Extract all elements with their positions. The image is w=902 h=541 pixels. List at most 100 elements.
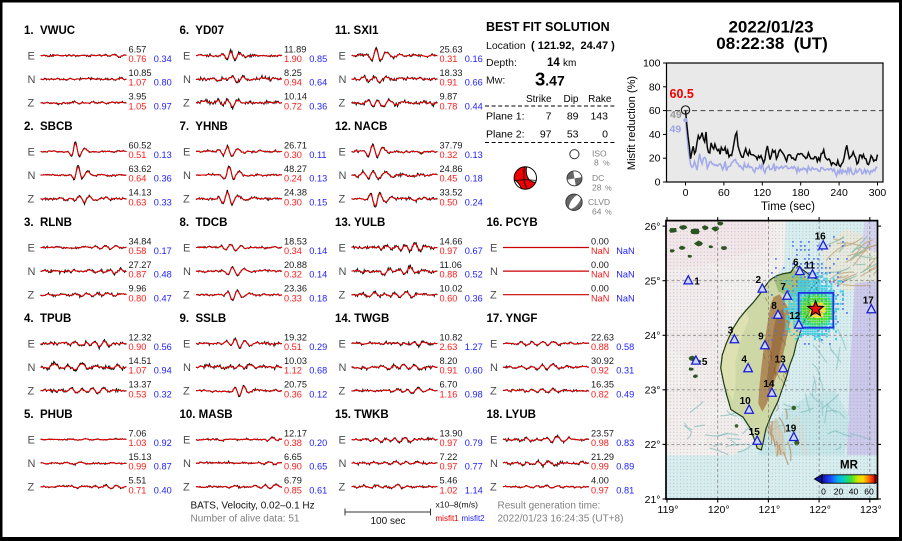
svg-text:0.88: 0.88: [591, 342, 609, 352]
svg-text:Z: Z: [28, 386, 35, 398]
svg-text:9. SSLB: 9. SSLB: [180, 313, 227, 325]
svg-text:89: 89: [567, 111, 579, 123]
svg-text:7.22: 7.22: [440, 452, 458, 462]
svg-text:0.36: 0.36: [465, 293, 483, 303]
svg-text:0.89: 0.89: [616, 462, 634, 472]
svg-text:0.17: 0.17: [154, 246, 172, 256]
svg-text:240: 240: [830, 187, 848, 199]
svg-text:19.32: 19.32: [284, 332, 307, 342]
svg-text:12: 12: [789, 311, 801, 322]
svg-text:40: 40: [849, 487, 859, 497]
svg-text:1.03: 1.03: [129, 438, 147, 448]
svg-text:0.78: 0.78: [440, 101, 458, 111]
svg-text:14.51: 14.51: [129, 356, 152, 366]
svg-text:0.87: 0.87: [129, 270, 147, 280]
svg-text:Z: Z: [183, 98, 190, 110]
svg-text:1: 1: [694, 277, 700, 288]
svg-text:N: N: [339, 74, 347, 86]
svg-text:0.80: 0.80: [129, 293, 147, 303]
svg-text:5: 5: [702, 357, 708, 368]
svg-text:26°: 26°: [645, 221, 661, 233]
svg-text:Z: Z: [339, 290, 346, 302]
svg-text:E: E: [490, 339, 497, 351]
svg-text:0.79: 0.79: [465, 438, 483, 448]
svg-text:24.38: 24.38: [284, 188, 307, 198]
svg-text:60: 60: [718, 187, 730, 199]
svg-text:27.27: 27.27: [129, 260, 152, 270]
svg-text:18.33: 18.33: [440, 68, 463, 78]
svg-text:0.53: 0.53: [129, 389, 147, 399]
svg-text:Z: Z: [490, 290, 497, 302]
svg-text:Z: Z: [339, 98, 346, 110]
svg-text:%: %: [605, 184, 612, 193]
svg-text:10. MASB: 10. MASB: [180, 409, 233, 421]
svg-text:23°: 23°: [645, 385, 661, 397]
svg-text:7. YHNB: 7. YHNB: [180, 121, 228, 133]
svg-text:0.98: 0.98: [465, 389, 483, 399]
svg-text:0.51: 0.51: [129, 150, 147, 160]
svg-text:Plane 1:: Plane 1:: [486, 111, 525, 123]
svg-text:0.00: 0.00: [591, 236, 609, 246]
svg-text:40: 40: [649, 129, 661, 141]
svg-text:2022/01/23: 2022/01/23: [728, 18, 813, 37]
svg-text:53: 53: [567, 129, 579, 141]
svg-text:14. TWGB: 14. TWGB: [335, 313, 389, 325]
svg-text:63.62: 63.62: [129, 164, 152, 174]
svg-text:4. TPUB: 4. TPUB: [24, 313, 71, 325]
svg-text:0.97: 0.97: [591, 485, 609, 495]
svg-text:0.31: 0.31: [616, 366, 634, 376]
svg-text:4: 4: [741, 355, 747, 366]
svg-text:N: N: [339, 266, 347, 278]
svg-text:Z: Z: [183, 386, 190, 398]
svg-text:0.16: 0.16: [465, 54, 483, 64]
svg-text:0.64: 0.64: [309, 78, 327, 88]
svg-text:N: N: [28, 266, 36, 278]
svg-text:0.49: 0.49: [616, 389, 634, 399]
svg-text:4.00: 4.00: [591, 476, 609, 486]
svg-text:0.34: 0.34: [154, 54, 172, 64]
svg-text:2.63: 2.63: [440, 342, 458, 352]
svg-text:0.67: 0.67: [465, 246, 483, 256]
svg-text:28: 28: [592, 183, 602, 193]
svg-text:0.58: 0.58: [129, 246, 147, 256]
svg-text:Z: Z: [339, 386, 346, 398]
svg-text:60.52: 60.52: [129, 140, 152, 150]
svg-text:123°: 123°: [860, 504, 882, 516]
svg-text:ISO: ISO: [592, 149, 607, 159]
svg-text:3: 3: [728, 326, 734, 337]
svg-text:0.58: 0.58: [616, 342, 634, 352]
svg-text:0.32: 0.32: [440, 150, 458, 160]
svg-text:9.96: 9.96: [129, 284, 147, 294]
svg-text:Dip: Dip: [563, 94, 578, 105]
svg-text:0.66: 0.66: [465, 78, 483, 88]
svg-text:0.11: 0.11: [309, 150, 326, 160]
svg-text:10.14: 10.14: [284, 92, 307, 102]
svg-text:0.52: 0.52: [465, 270, 483, 280]
svg-text:8: 8: [594, 158, 599, 168]
svg-text:48.27: 48.27: [284, 164, 307, 174]
svg-text:16.35: 16.35: [591, 380, 614, 390]
svg-text:( 121.92, 24.47 ): ( 121.92, 24.47 ): [531, 40, 615, 52]
svg-text:60: 60: [649, 105, 661, 117]
svg-text:0.90: 0.90: [284, 462, 302, 472]
svg-text:49: 49: [670, 124, 682, 136]
svg-text:N: N: [28, 74, 36, 86]
svg-text:5.51: 5.51: [129, 476, 147, 486]
svg-text:N: N: [28, 170, 36, 182]
svg-text:Depth:: Depth:: [486, 57, 517, 69]
svg-text:1.16: 1.16: [440, 389, 458, 399]
svg-text:8.20: 8.20: [440, 356, 458, 366]
svg-text:E: E: [490, 243, 497, 255]
svg-text:11: 11: [804, 261, 815, 272]
svg-text:0.30: 0.30: [284, 197, 302, 207]
svg-text:0.24: 0.24: [465, 197, 483, 207]
svg-text:NaN: NaN: [616, 270, 634, 280]
svg-text:0.65: 0.65: [309, 462, 327, 472]
svg-text:300: 300: [869, 187, 887, 199]
svg-text:0.80: 0.80: [154, 78, 172, 88]
svg-text:12.17: 12.17: [284, 428, 307, 438]
svg-text:%: %: [605, 208, 612, 217]
svg-text:22°: 22°: [645, 439, 661, 451]
svg-text:6.57: 6.57: [129, 44, 147, 54]
svg-text:E: E: [28, 51, 35, 63]
